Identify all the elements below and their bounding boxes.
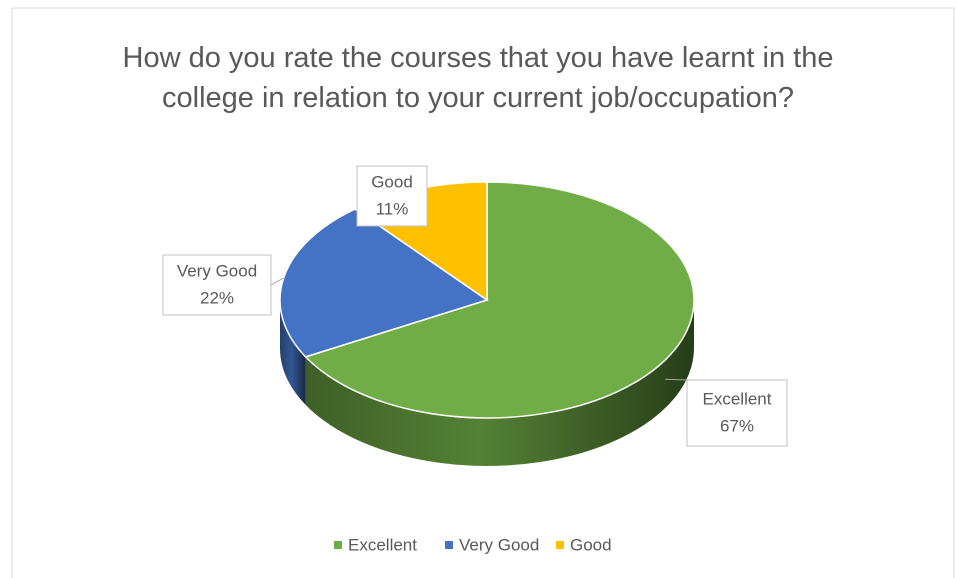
data-label-box (686, 379, 788, 447)
data-label-name: Excellent (703, 389, 772, 408)
data-label-box (356, 165, 428, 227)
legend-marker (445, 541, 453, 549)
legend-marker (556, 541, 564, 549)
data-label-name: Very Good (177, 261, 257, 280)
leader-line (270, 277, 284, 286)
leader-line (665, 378, 688, 381)
pie-slice (304, 181, 695, 419)
pie-slice-side (280, 300, 306, 405)
legend-marker (334, 541, 342, 549)
legend-label: Very Good (459, 535, 539, 554)
legend-label: Good (570, 535, 612, 554)
legend-label: Excellent (348, 535, 417, 554)
data-label-value: 22% (200, 288, 234, 307)
data-label-name: Good (371, 172, 413, 191)
data-label-value: 11% (376, 199, 409, 218)
chart-border (11, 7, 955, 578)
chart-title: How do you rate the courses that you hav… (122, 42, 834, 114)
pie-slice-side (305, 300, 694, 466)
data-label-value: 67% (720, 416, 754, 435)
data-label-box (162, 254, 272, 316)
